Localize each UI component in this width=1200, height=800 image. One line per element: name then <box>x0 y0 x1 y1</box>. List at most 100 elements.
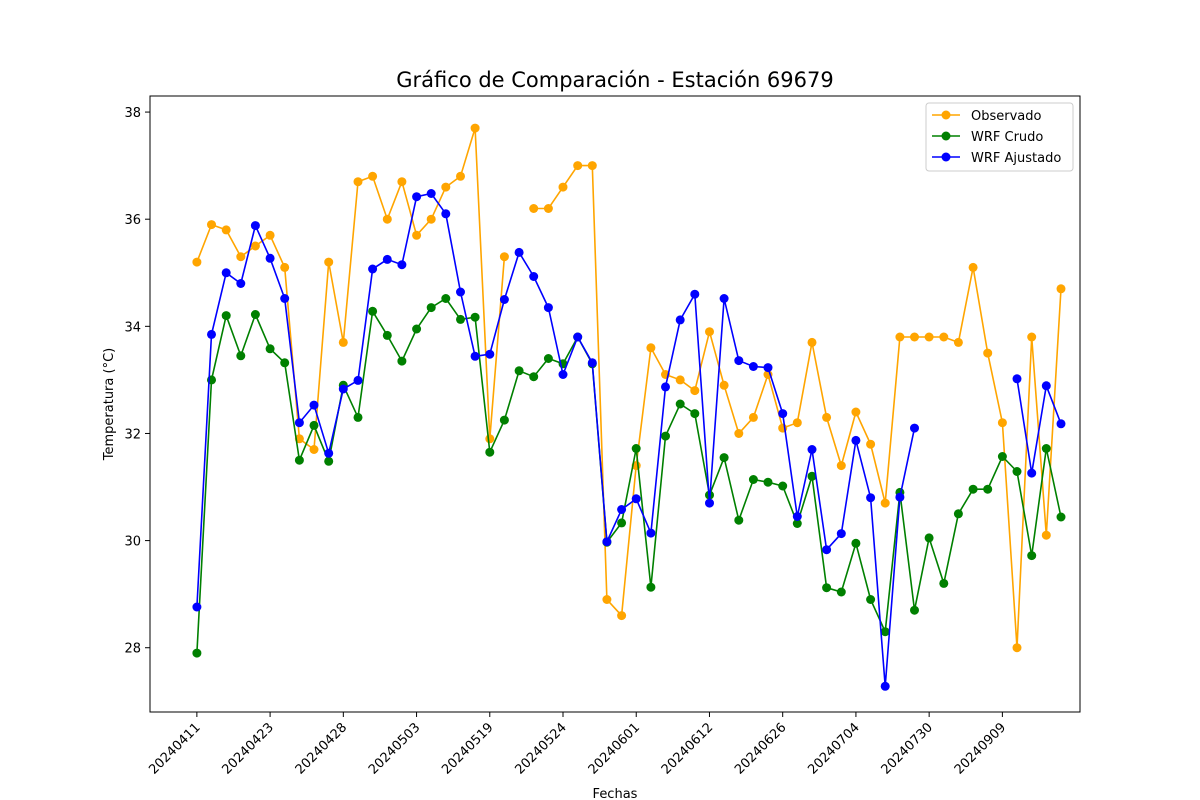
series-line <box>196 192 1062 687</box>
data-point <box>719 453 729 463</box>
x-tick-label: 20240428 <box>293 720 350 777</box>
legend-item: WRF Crudo <box>932 130 1043 145</box>
data-point <box>763 477 773 487</box>
data-point <box>997 418 1007 428</box>
x-tick-label: 20240612 <box>659 720 716 777</box>
data-point <box>294 455 304 465</box>
data-point <box>1027 332 1037 342</box>
data-point <box>690 386 700 396</box>
x-axis-label: Fechas <box>593 787 638 800</box>
data-point <box>368 264 378 274</box>
data-point <box>1056 284 1066 294</box>
data-point <box>382 214 392 224</box>
data-point <box>543 354 553 363</box>
data-point <box>910 605 919 615</box>
legend-label: Observado <box>971 109 1042 124</box>
data-point <box>456 314 465 324</box>
data-point <box>397 260 407 270</box>
x-tick-label: 20240411 <box>146 720 203 777</box>
data-point <box>441 182 451 192</box>
data-point <box>221 225 231 235</box>
data-point <box>880 498 890 508</box>
data-point <box>250 241 260 251</box>
data-point <box>792 418 802 428</box>
data-point <box>661 431 670 441</box>
data-point <box>880 627 890 637</box>
legend-label: WRF Ajustado <box>971 151 1061 166</box>
x-tick-label: 20240524 <box>512 720 569 777</box>
data-point <box>353 375 363 385</box>
data-point <box>778 481 788 491</box>
data-point <box>690 409 700 419</box>
data-point <box>1012 643 1022 653</box>
data-point <box>866 595 876 604</box>
data-point <box>807 471 817 481</box>
data-point <box>851 407 861 417</box>
legend-marker <box>941 131 951 141</box>
data-point <box>485 349 495 359</box>
data-point <box>807 337 817 347</box>
data-point <box>441 209 451 219</box>
data-point <box>968 262 978 272</box>
y-axis: 28 30 32 34 36 38 <box>124 106 150 657</box>
data-point <box>221 311 231 321</box>
data-point <box>617 505 627 514</box>
data-point <box>573 332 583 342</box>
series-layer <box>192 123 1066 691</box>
data-point <box>324 257 334 267</box>
data-point <box>250 221 260 231</box>
data-point <box>939 332 949 342</box>
x-tick-label: 20240626 <box>732 720 789 777</box>
series-wrf-ajustado <box>192 189 1066 691</box>
data-point <box>836 461 846 471</box>
plot-area <box>149 95 1081 713</box>
data-point <box>822 412 832 422</box>
data-point <box>236 351 246 361</box>
data-point <box>924 533 934 543</box>
data-point <box>294 418 304 428</box>
data-point <box>338 384 348 394</box>
data-point <box>587 358 597 368</box>
data-point <box>236 252 246 262</box>
data-point <box>1041 444 1051 453</box>
data-point <box>265 230 275 240</box>
data-point <box>602 595 612 604</box>
data-point <box>983 484 993 494</box>
data-point <box>983 348 993 358</box>
data-point <box>792 512 802 521</box>
data-point <box>617 611 627 621</box>
data-point <box>529 272 539 281</box>
data-point <box>280 294 290 303</box>
data-point <box>426 214 436 224</box>
data-point <box>470 312 480 322</box>
data-point <box>485 434 495 444</box>
data-point <box>822 545 832 555</box>
data-point <box>675 375 685 385</box>
data-point <box>851 435 861 445</box>
data-point <box>529 372 539 382</box>
chart-title: Gráfico de Comparación - Estación 69679 <box>396 68 833 92</box>
data-point <box>617 518 627 528</box>
data-point <box>265 344 275 354</box>
data-point <box>939 578 949 588</box>
y-tick-label: 38 <box>124 106 141 121</box>
legend-marker <box>941 152 951 162</box>
data-point <box>807 445 817 454</box>
data-point <box>280 262 290 272</box>
x-tick-label: 20240909 <box>952 720 1009 777</box>
x-tick-label: 20240601 <box>586 720 643 777</box>
data-point <box>207 329 216 339</box>
data-point <box>353 177 363 187</box>
data-point <box>470 123 480 133</box>
data-point <box>558 182 568 192</box>
data-point <box>1056 419 1066 429</box>
legend-item: Observado <box>932 109 1042 124</box>
data-point <box>573 161 583 171</box>
data-point <box>397 356 407 366</box>
data-point <box>514 366 524 376</box>
data-point <box>412 230 422 240</box>
y-axis-label: Temperatura (°C) <box>102 348 117 461</box>
data-point <box>485 447 495 457</box>
data-point <box>1027 551 1037 561</box>
data-point <box>851 538 861 548</box>
